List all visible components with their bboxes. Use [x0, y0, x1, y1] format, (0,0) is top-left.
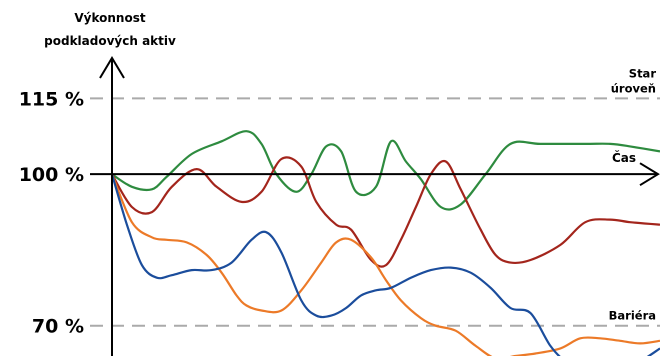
y-axis-label-line-2: podkladových aktiv: [44, 34, 176, 48]
series-line-orange: [110, 173, 660, 356]
reference-label-barrier: Bariéra: [609, 309, 656, 323]
y-tick-label: 100 %: [19, 164, 84, 186]
y-axis-label-line-1: Výkonnost: [74, 11, 145, 25]
y-tick-label: 70 %: [32, 316, 84, 338]
reference-lines: [90, 97, 660, 327]
x-axis-label: Čas: [612, 150, 636, 165]
reference-label-start_level: Star: [629, 66, 657, 80]
x-axis-arrow-icon: [639, 162, 660, 187]
y-tick-label: 115 %: [19, 88, 84, 110]
series-line-green: [111, 130, 660, 211]
series-line-blue: [110, 173, 660, 356]
reference-label-start_level: úroveň: [611, 81, 656, 95]
series-line-red: [111, 156, 660, 268]
axes: [90, 56, 660, 356]
y-axis-arrow-icon: [99, 56, 125, 79]
series-lines: [110, 130, 660, 356]
